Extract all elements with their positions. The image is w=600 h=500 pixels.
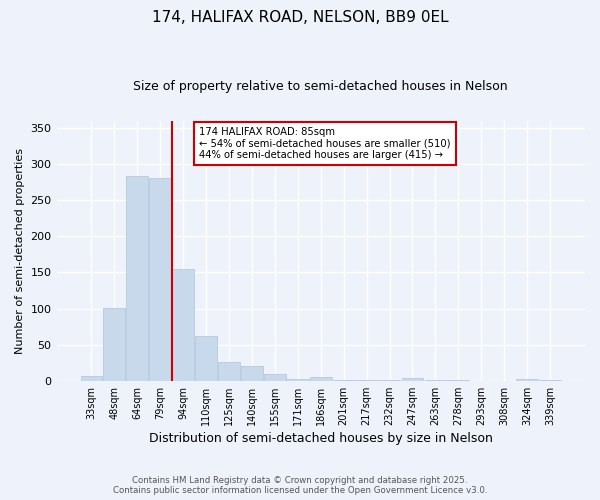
Bar bbox=[149, 178, 171, 381]
Bar bbox=[333, 380, 355, 381]
Bar bbox=[218, 362, 240, 381]
Text: Contains HM Land Registry data © Crown copyright and database right 2025.
Contai: Contains HM Land Registry data © Crown c… bbox=[113, 476, 487, 495]
Title: Size of property relative to semi-detached houses in Nelson: Size of property relative to semi-detach… bbox=[133, 80, 508, 93]
Bar bbox=[103, 308, 125, 381]
Bar bbox=[401, 378, 424, 381]
Bar bbox=[127, 176, 148, 381]
Bar bbox=[356, 380, 377, 381]
Y-axis label: Number of semi-detached properties: Number of semi-detached properties bbox=[15, 148, 25, 354]
Bar bbox=[241, 366, 263, 381]
Bar bbox=[80, 376, 103, 381]
Bar bbox=[264, 374, 286, 381]
Bar bbox=[310, 377, 332, 381]
Text: 174 HALIFAX ROAD: 85sqm
← 54% of semi-detached houses are smaller (510)
44% of s: 174 HALIFAX ROAD: 85sqm ← 54% of semi-de… bbox=[199, 127, 451, 160]
Text: 174, HALIFAX ROAD, NELSON, BB9 0EL: 174, HALIFAX ROAD, NELSON, BB9 0EL bbox=[152, 10, 448, 25]
Bar bbox=[287, 380, 309, 381]
Bar bbox=[172, 269, 194, 381]
Bar bbox=[379, 380, 400, 381]
Bar bbox=[516, 380, 538, 381]
Bar bbox=[195, 336, 217, 381]
X-axis label: Distribution of semi-detached houses by size in Nelson: Distribution of semi-detached houses by … bbox=[149, 432, 493, 445]
Bar bbox=[448, 380, 469, 381]
Bar bbox=[539, 380, 561, 381]
Bar bbox=[425, 380, 446, 381]
